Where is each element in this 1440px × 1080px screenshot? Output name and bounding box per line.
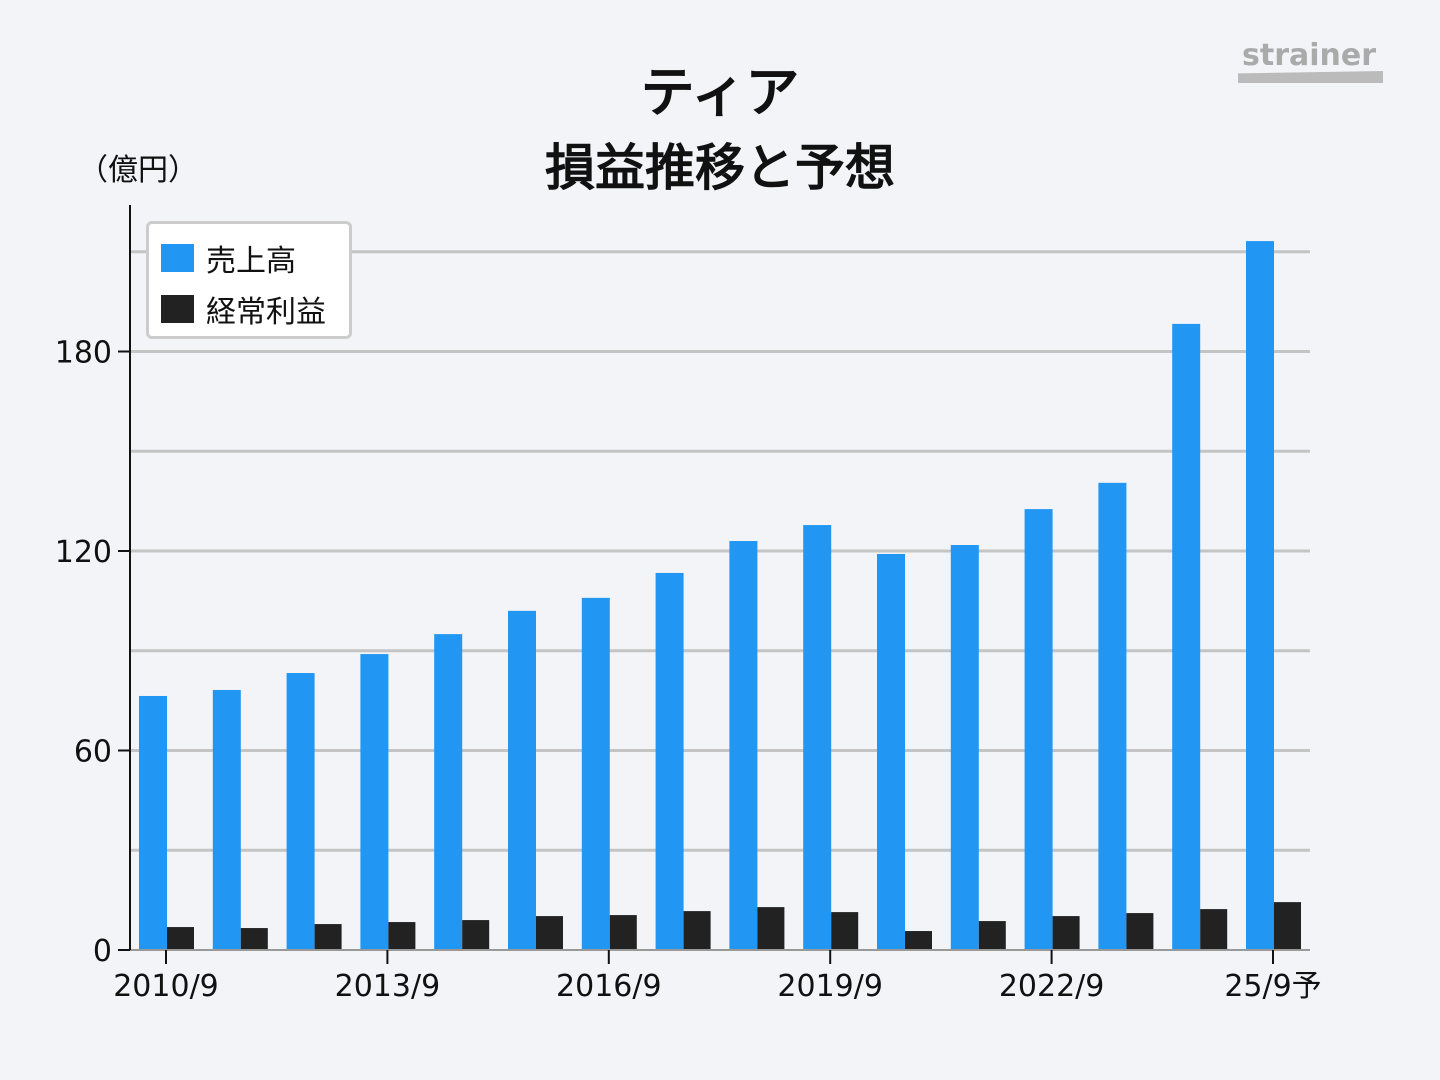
strainer-logo: strainer (1238, 38, 1383, 88)
legend-item-profit: 経常利益 (161, 287, 326, 331)
legend-label-revenue: 売上高 (206, 244, 296, 279)
bar-profit (1274, 902, 1301, 950)
x-tick-label: 2019/9 (777, 969, 883, 1004)
bar-profit (536, 916, 563, 950)
logo-text: strainer (1242, 38, 1377, 73)
bar-profit (314, 924, 342, 950)
bar-profit (757, 907, 785, 950)
bar-revenue (434, 634, 463, 950)
bar-revenue (803, 525, 832, 950)
bar-revenue (508, 610, 536, 950)
legend-swatch-revenue (161, 244, 194, 272)
y-tick-label: 180 (55, 336, 112, 371)
bar-revenue (212, 689, 241, 950)
legend-item-revenue: 売上高 (161, 236, 296, 280)
bar-revenue (950, 545, 979, 950)
bar-profit (978, 921, 1006, 950)
y-tick-label: 120 (55, 535, 112, 570)
x-tick-label: 2022/9 (999, 969, 1105, 1004)
bar-profit (905, 931, 932, 950)
bar-revenue (139, 695, 167, 950)
bar-revenue (729, 541, 758, 950)
bar-revenue (655, 572, 684, 950)
x-tick-label: 2013/9 (335, 969, 441, 1004)
bar-revenue (1024, 509, 1053, 950)
legend-label-profit: 経常利益 (206, 295, 326, 330)
bar-profit (1126, 913, 1154, 950)
bar-revenue (286, 673, 315, 950)
y-axis-unit-label: （億円） (78, 153, 198, 188)
y-tick-label: 0 (93, 934, 112, 969)
bar-profit (388, 922, 416, 950)
bar-profit (1200, 909, 1228, 950)
bar-revenue (581, 597, 610, 950)
bar-profit (167, 927, 194, 950)
x-tick-label: 2010/9 (113, 969, 219, 1004)
bar-profit (831, 912, 859, 950)
logo-underline (1238, 71, 1383, 83)
bar-profit (683, 911, 711, 950)
x-tick-label: 2016/9 (556, 969, 662, 1004)
x-tick-label: 25/9予 (1224, 969, 1321, 1004)
bar-profit (462, 920, 490, 950)
bar-revenue (360, 654, 389, 950)
bar-revenue (1098, 482, 1127, 950)
y-tick-label: 60 (74, 735, 112, 770)
bar-profit (609, 915, 637, 950)
bar-revenue (1246, 241, 1274, 951)
chart-title: ティア (640, 61, 800, 124)
legend: 売上高 経常利益 (146, 221, 352, 339)
bar-profit (240, 928, 268, 950)
bar-revenue (877, 553, 905, 950)
legend-swatch-profit (161, 295, 194, 323)
bar-revenue (1172, 323, 1201, 951)
bar-profit (1052, 916, 1080, 950)
chart-subtitle: 損益推移と予想 (545, 139, 895, 197)
